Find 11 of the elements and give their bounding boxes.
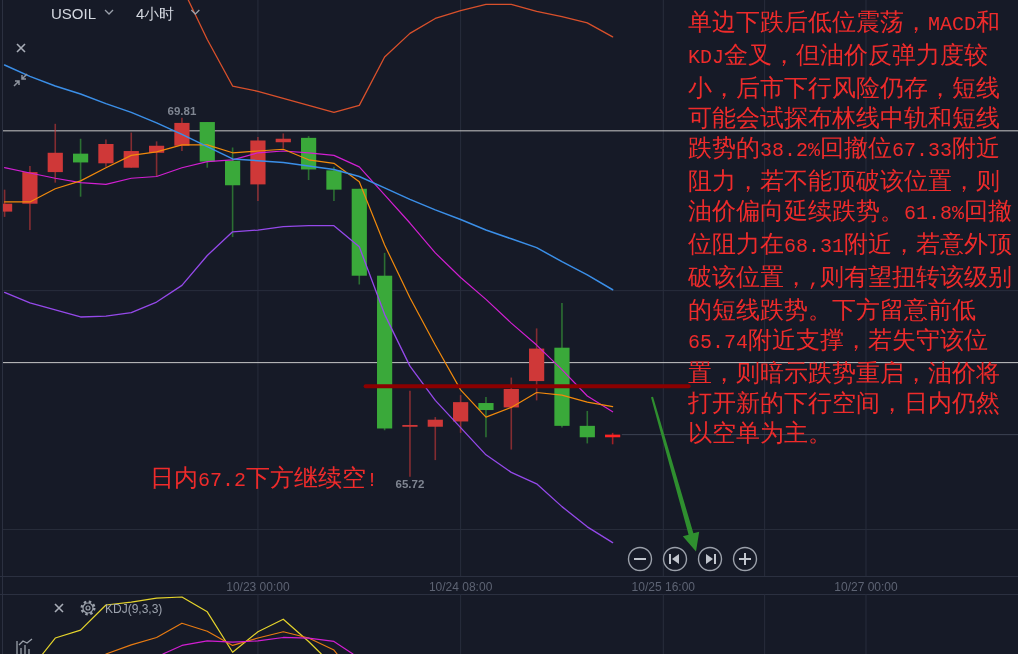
chart-subtitle: 4小时	[136, 5, 175, 22]
annotation: 日内67.2下方继续空!	[150, 465, 379, 492]
x-tick-label: 10/23 00:00	[226, 580, 290, 594]
annotation: 69.81	[167, 104, 197, 117]
text: 单边下跌后低位震荡，MACD和KDJ金叉，但油价反弹力度较小，后市下行风险仍存，短线可能会试探布林线中轨和短线跌势的38.2%回撤位67.33附近阻力，若不能顶破该位置，则油价偏向延续跌势。61.8%回撤位阻力在68.31附近，若意外顶破该位置，,则有望扭转该级别的短线跌势。下方留意前低65.74附近支撑，若失守该位置，则暗示跌势重启，油价将打开新的下行空间，日内仍然以空单为主。	[688, 9, 1013, 446]
x-tick-label: 10/24 08:00	[428, 580, 493, 594]
chart-title: USOIL	[51, 5, 97, 22]
annotation: 65.72	[395, 477, 425, 490]
chart-title: KDJ(9,3,3)	[105, 602, 163, 616]
x-tick-label: 10/25 16:00	[631, 580, 696, 594]
x-tick-label: 10/27 00:00	[834, 580, 898, 594]
